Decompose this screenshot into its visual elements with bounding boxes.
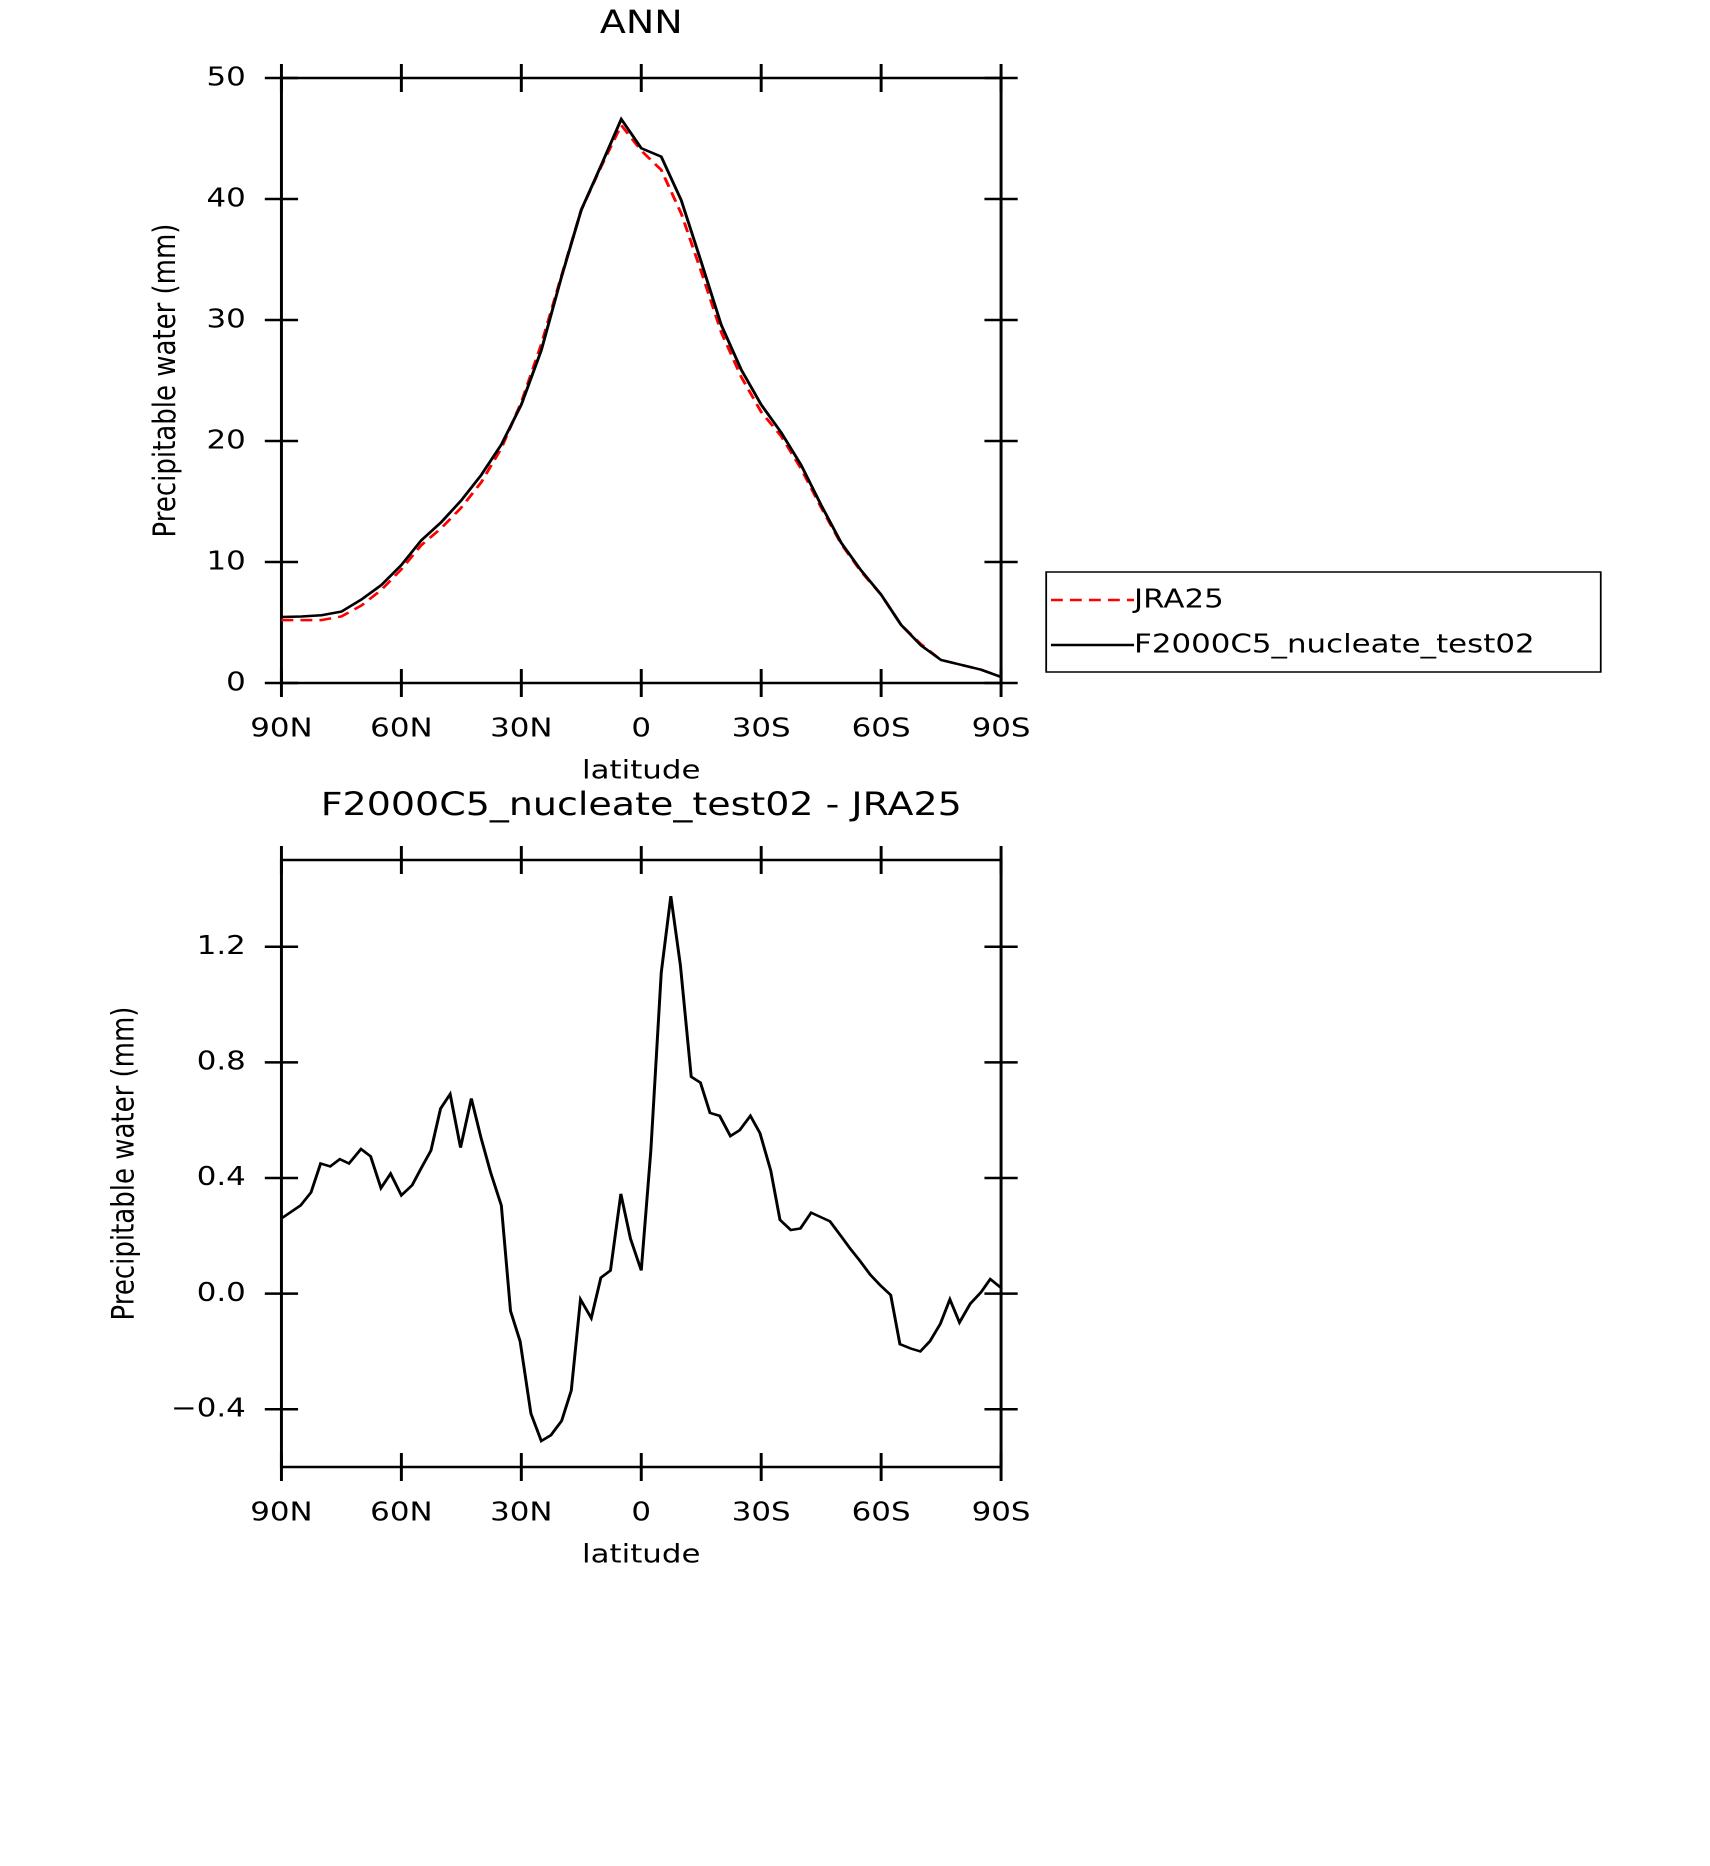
- data-line: [281, 116, 1002, 679]
- plot-frame: [279, 76, 1003, 685]
- x-axis-label: latitude: [582, 755, 700, 785]
- x-tick-label: 60N: [370, 1497, 432, 1527]
- x-tick-label: 90S: [972, 713, 1031, 743]
- legend-label: JRA25: [1132, 584, 1224, 614]
- y-tick-label: 0: [226, 667, 246, 697]
- x-tick-label: 90N: [250, 713, 312, 743]
- x-tick-label: 60S: [852, 713, 911, 743]
- y-tick-label: 1.2: [197, 930, 246, 960]
- chart-title: ANN: [600, 4, 683, 41]
- chart-title: F2000C5_nucleate_test02 - JRA25: [321, 786, 962, 823]
- x-axis-label: latitude: [582, 1539, 700, 1569]
- x-tick-label: 0: [631, 1497, 651, 1527]
- y-tick-label: 50: [207, 62, 246, 92]
- y-tick-label: 0.0: [197, 1277, 246, 1307]
- x-tick-label: 90S: [972, 1497, 1031, 1527]
- y-tick-label: 0.8: [197, 1046, 246, 1076]
- y-tick-label: 0.4: [197, 1162, 246, 1192]
- y-tick-label: 30: [207, 304, 246, 334]
- data-line: [281, 122, 1002, 679]
- y-axis-label: Precipitable water (mm): [105, 1007, 141, 1321]
- x-tick-label: 30N: [490, 1497, 552, 1527]
- data-line: [280, 895, 1003, 1444]
- y-tick-label: 40: [207, 183, 246, 213]
- y-tick-label: 20: [207, 425, 246, 455]
- x-tick-label: 0: [631, 713, 651, 743]
- legend-box: [1045, 571, 1602, 673]
- x-tick-label: 30S: [732, 713, 791, 743]
- x-tick-label: 30N: [490, 713, 552, 743]
- x-tick-label: 60S: [852, 1497, 911, 1527]
- y-tick-label: 10: [207, 546, 246, 576]
- y-tick-label: −0.4: [171, 1393, 246, 1423]
- y-axis-label: Precipitable water (mm): [147, 224, 183, 538]
- plot-frame: [279, 858, 1003, 1469]
- x-tick-label: 60N: [370, 713, 432, 743]
- legend-label: F2000C5_nucleate_test02: [1134, 629, 1535, 659]
- x-tick-label: 90N: [250, 1497, 312, 1527]
- x-tick-label: 30S: [732, 1497, 791, 1527]
